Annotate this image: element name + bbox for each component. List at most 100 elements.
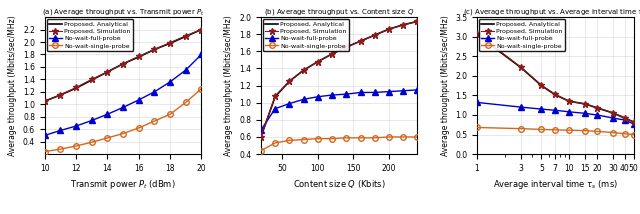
Line: Proposed, Simulation: Proposed, Simulation — [42, 26, 205, 105]
No-wait-full-probe — [41, 134, 49, 137]
No-wait-single-probe — [198, 88, 205, 90]
No-wait-single-probe — [399, 136, 407, 138]
Proposed, Analytical — [300, 69, 307, 71]
No-wait-single-probe — [72, 145, 80, 147]
No-wait-full-probe — [517, 106, 525, 108]
No-wait-single-probe — [285, 139, 293, 142]
Proposed, Simulation — [356, 40, 364, 42]
Line: No-wait-full-probe: No-wait-full-probe — [42, 52, 204, 138]
Proposed, Analytical — [119, 62, 127, 65]
Proposed, Simulation — [371, 34, 379, 36]
Legend: Proposed, Analytical, Proposed, Simulation, No-wait-full-probe, No-wait-single-p: Proposed, Analytical, Proposed, Simulati… — [479, 19, 565, 51]
Proposed, Analytical — [72, 87, 80, 89]
Legend: Proposed, Analytical, Proposed, Simulation, No-wait-full-probe, No-wait-single-p: Proposed, Analytical, Proposed, Simulati… — [263, 19, 349, 51]
No-wait-single-probe — [582, 129, 589, 132]
No-wait-single-probe — [56, 148, 64, 150]
Y-axis label: Average throughput (Mbits/sec/MHz): Average throughput (Mbits/sec/MHz) — [8, 15, 17, 156]
X-axis label: Transmit power $P_t$ (dBm): Transmit power $P_t$ (dBm) — [70, 178, 176, 191]
No-wait-single-probe — [150, 120, 158, 122]
Proposed, Analytical — [342, 46, 350, 48]
Proposed, Analytical — [271, 95, 279, 98]
Proposed, Simulation — [399, 24, 407, 26]
No-wait-full-probe — [104, 113, 111, 116]
Proposed, Analytical — [328, 53, 336, 55]
Proposed, Analytical — [399, 24, 407, 26]
Proposed, Analytical — [56, 94, 64, 96]
Line: No-wait-single-probe: No-wait-single-probe — [474, 125, 636, 137]
Proposed, Analytical — [182, 35, 189, 38]
Proposed, Simulation — [257, 136, 265, 138]
Proposed, Simulation — [551, 93, 559, 95]
Proposed, Simulation — [538, 84, 545, 86]
Proposed, Simulation — [473, 33, 481, 35]
No-wait-single-probe — [385, 136, 393, 138]
No-wait-full-probe — [621, 119, 628, 121]
No-wait-full-probe — [582, 112, 589, 115]
Proposed, Simulation — [385, 28, 393, 30]
Proposed, Analytical — [285, 80, 293, 83]
Proposed, Simulation — [314, 60, 322, 63]
Title: (b) Average throughput vs. Content size $Q$: (b) Average throughput vs. Content size … — [264, 7, 414, 17]
Proposed, Simulation — [582, 103, 589, 105]
No-wait-single-probe — [342, 137, 350, 139]
No-wait-single-probe — [565, 129, 573, 131]
No-wait-full-probe — [565, 111, 573, 113]
No-wait-single-probe — [182, 101, 189, 104]
No-wait-single-probe — [413, 136, 421, 138]
No-wait-full-probe — [399, 89, 407, 92]
No-wait-full-probe — [300, 98, 307, 101]
No-wait-single-probe — [119, 132, 127, 135]
Line: Proposed, Analytical: Proposed, Analytical — [261, 21, 417, 137]
No-wait-full-probe — [271, 107, 279, 110]
Proposed, Simulation — [88, 78, 95, 81]
Title: (c) Average throughput vs. Average interval time $\tau_s$: (c) Average throughput vs. Average inter… — [463, 7, 640, 17]
Proposed, Simulation — [72, 86, 80, 89]
Proposed, Simulation — [104, 71, 111, 73]
Proposed, Simulation — [198, 28, 205, 31]
Proposed, Analytical — [473, 33, 481, 36]
No-wait-full-probe — [198, 53, 205, 56]
No-wait-single-probe — [328, 137, 336, 140]
No-wait-single-probe — [551, 129, 559, 131]
Proposed, Analytical — [135, 56, 143, 58]
Proposed, Analytical — [88, 79, 95, 81]
No-wait-single-probe — [314, 137, 322, 140]
Proposed, Analytical — [517, 66, 525, 69]
Proposed, Analytical — [257, 136, 265, 138]
No-wait-full-probe — [56, 129, 64, 132]
Proposed, Simulation — [271, 95, 279, 97]
X-axis label: Average interval time $\tau_s$ (ms): Average interval time $\tau_s$ (ms) — [493, 178, 618, 191]
Proposed, Simulation — [413, 20, 421, 23]
Proposed, Analytical — [314, 60, 322, 63]
No-wait-full-probe — [609, 117, 617, 119]
Proposed, Analytical — [166, 42, 174, 45]
Proposed, Analytical — [621, 117, 628, 119]
No-wait-single-probe — [356, 137, 364, 139]
No-wait-full-probe — [150, 91, 158, 93]
No-wait-full-probe — [72, 125, 80, 127]
Line: No-wait-single-probe: No-wait-single-probe — [258, 134, 420, 153]
Line: Proposed, Simulation: Proposed, Simulation — [474, 30, 637, 125]
Proposed, Simulation — [328, 53, 336, 55]
Proposed, Simulation — [150, 48, 158, 51]
No-wait-full-probe — [166, 81, 174, 83]
No-wait-single-probe — [609, 131, 617, 134]
Proposed, Analytical — [609, 112, 617, 114]
Line: No-wait-full-probe: No-wait-full-probe — [474, 100, 636, 127]
Y-axis label: Average throughput (Mbits/sec/MHz): Average throughput (Mbits/sec/MHz) — [440, 15, 450, 156]
Proposed, Simulation — [182, 34, 189, 37]
No-wait-single-probe — [371, 137, 379, 139]
Proposed, Analytical — [198, 28, 205, 31]
No-wait-single-probe — [135, 127, 143, 129]
Proposed, Analytical — [356, 40, 364, 42]
Proposed, Simulation — [342, 46, 350, 48]
Proposed, Simulation — [621, 116, 628, 119]
Proposed, Simulation — [119, 62, 127, 65]
Y-axis label: Average throughput (Mbits/sec/MHz): Average throughput (Mbits/sec/MHz) — [225, 15, 234, 156]
No-wait-full-probe — [385, 90, 393, 93]
No-wait-full-probe — [328, 94, 336, 96]
No-wait-single-probe — [271, 142, 279, 144]
Title: (a) Average throughput vs. Transmit power $P_t$: (a) Average throughput vs. Transmit powe… — [42, 7, 204, 17]
No-wait-single-probe — [593, 130, 601, 133]
No-wait-full-probe — [551, 109, 559, 111]
